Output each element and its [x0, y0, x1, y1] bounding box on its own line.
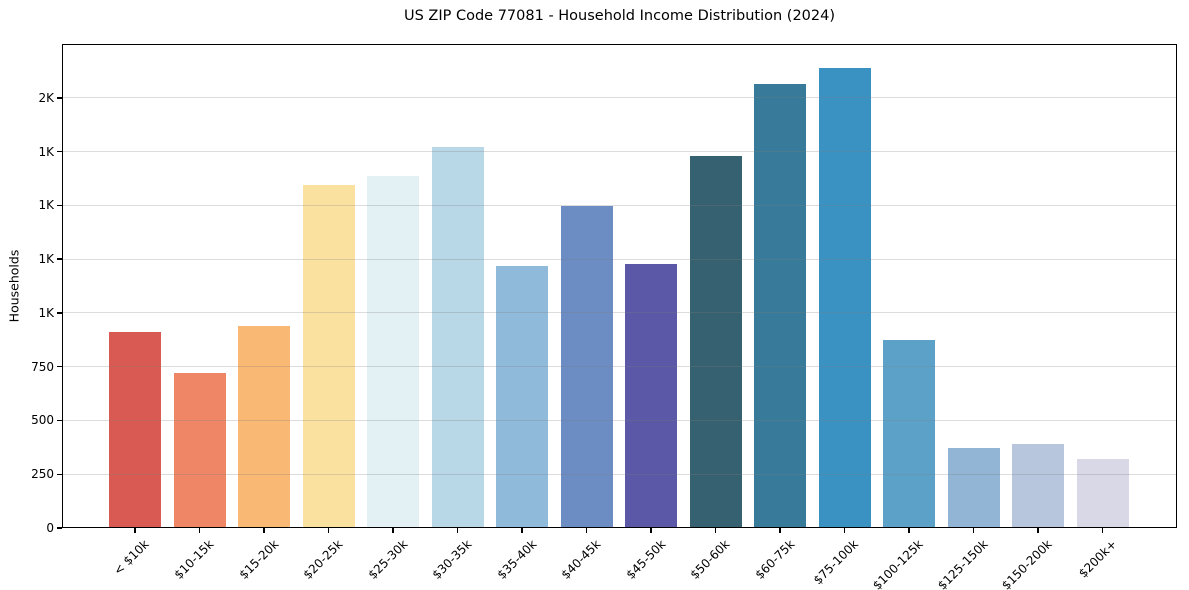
bar — [818, 67, 871, 528]
bar — [560, 206, 613, 528]
x-tick-mark — [392, 528, 394, 533]
x-tick-mark — [972, 528, 975, 533]
y-tick-label: 2K — [38, 90, 54, 105]
y-tick-label: 250 — [31, 467, 54, 482]
x-tick-mark — [327, 528, 330, 533]
gridline — [62, 204, 1177, 206]
x-tick-label: $50-60k — [687, 537, 733, 582]
gridline — [62, 258, 1177, 260]
x-tick-label: $20-25k — [300, 537, 346, 582]
y-tick-mark — [57, 527, 62, 529]
x-tick-mark — [1101, 528, 1104, 533]
bar — [302, 184, 355, 528]
x-tick-label: $45-50k — [623, 537, 668, 582]
gridline — [62, 151, 1177, 153]
y-tick-label: 750 — [31, 359, 54, 374]
y-tick-mark — [57, 204, 62, 207]
bar — [1012, 443, 1064, 528]
x-tick-mark — [456, 528, 459, 533]
y-tick-label: 1K — [38, 252, 54, 267]
x-tick-label: $40-45k — [558, 537, 604, 582]
bar — [754, 84, 806, 528]
y-tick-mark — [57, 258, 62, 260]
gridline — [62, 97, 1177, 99]
bar — [625, 263, 677, 528]
y-tick-label: 1K — [38, 144, 54, 159]
x-tick-label: $10-15k — [171, 537, 217, 582]
x-tick-label: $75-100k — [811, 537, 862, 588]
y-tick-mark — [57, 312, 62, 314]
gridline — [62, 419, 1177, 421]
gridline — [62, 312, 1177, 314]
bar — [689, 155, 742, 528]
y-tick-mark — [57, 97, 62, 99]
y-tick-mark — [57, 419, 62, 422]
x-tick-label: $150-200k — [999, 537, 1055, 590]
chart-title: US ZIP Code 77081 - Household Income Dis… — [403, 8, 836, 24]
bar — [109, 331, 161, 528]
x-tick-label: $35-40k — [494, 537, 539, 582]
plot-area — [62, 44, 1177, 528]
y-tick-label: 1K — [38, 198, 54, 213]
x-tick-mark — [779, 528, 781, 533]
gridline — [62, 473, 1177, 475]
bar — [173, 372, 226, 528]
x-tick-mark — [521, 528, 523, 533]
x-tick-mark — [585, 528, 588, 533]
bar — [883, 339, 935, 528]
y-tick-label: 500 — [31, 413, 54, 428]
bar — [238, 325, 290, 528]
x-tick-label: $125-150k — [934, 537, 991, 590]
bar — [431, 146, 484, 528]
y-tick-mark — [57, 150, 62, 153]
x-tick-mark — [263, 528, 265, 533]
x-tick-mark — [714, 528, 717, 533]
bar — [367, 176, 419, 528]
x-tick-label: $15-20k — [236, 537, 281, 582]
y-tick-label: 0 — [46, 521, 54, 535]
x-tick-label: $30-35k — [429, 537, 475, 582]
y-tick-mark — [57, 473, 62, 475]
bar — [947, 447, 1000, 528]
y-tick-mark — [57, 365, 62, 368]
bar — [496, 266, 548, 528]
x-tick-label: $25-30k — [365, 537, 410, 582]
x-tick-mark — [843, 528, 846, 533]
gridline — [62, 366, 1177, 368]
x-tick-mark — [198, 528, 201, 533]
x-tick-label: < $10k — [111, 537, 152, 578]
x-tick-mark — [650, 528, 652, 533]
x-tick-label: $60-75k — [752, 537, 797, 582]
x-tick-label: $200k+ — [1075, 537, 1120, 581]
x-tick-label: $100-125k — [870, 537, 926, 590]
y-tick-label: 1K — [38, 305, 54, 320]
x-tick-mark — [134, 528, 136, 533]
bar — [1076, 459, 1129, 528]
x-tick-mark — [908, 528, 910, 533]
x-tick-mark — [1037, 528, 1039, 533]
